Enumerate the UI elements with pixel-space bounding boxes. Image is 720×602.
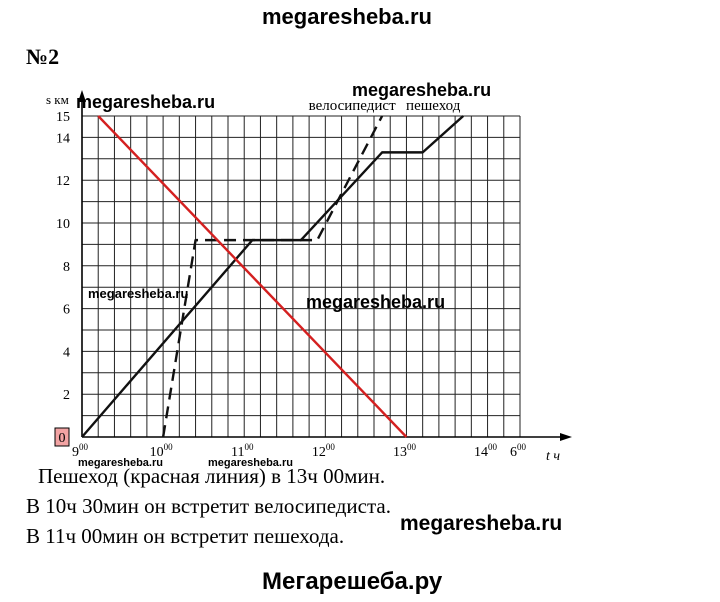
y-tick-label: 6 (63, 303, 70, 318)
y-axis-arrow (78, 90, 86, 102)
x-tick-label: 600 (510, 442, 527, 460)
x-tick-label: 1400 (474, 442, 498, 460)
watermark: megaresheba.ru (88, 286, 189, 301)
series-line-2 (97, 115, 408, 438)
y-tick-label: 14 (56, 131, 70, 146)
header-site-title: megaresheba.ru (262, 4, 432, 29)
series-line-0 (81, 115, 465, 438)
x-tick-label: 1100 (231, 442, 254, 460)
x-tick-label: 1300 (393, 442, 417, 460)
x-axis-arrow (560, 433, 572, 441)
watermark: megaresheba.ru (352, 80, 492, 100)
x-tick-label: 1000 (150, 442, 174, 460)
distance-time-chart: s км t ч 2 4 6 8 10 12 14 15 0 900 1000 1100 1200 1300 1… (46, 90, 572, 464)
problem-number: №2 (26, 44, 60, 69)
x-tick-label: 1200 (312, 442, 336, 460)
x-axis-label: t ч (546, 449, 560, 464)
answer-line-3: В 11ч 00мин он встретит пешехода. (26, 524, 345, 548)
footer-site-title: Мегарешеба.ру (262, 568, 443, 595)
series-line-1 (161, 115, 384, 438)
origin-label: 0 (59, 431, 66, 446)
watermark: megaresheba.ru (306, 292, 446, 312)
answer-line-1: Пешеход (красная линия) в 13ч 00мин. (38, 464, 386, 488)
y-axis-label: s км (46, 92, 69, 107)
watermark: megaresheba.ru (400, 512, 563, 535)
origin-box (54, 427, 70, 447)
watermark: megaresheba.ru (78, 457, 163, 469)
y-tick-label: 15 (56, 110, 70, 125)
series-label: пешеход (406, 98, 461, 114)
y-tick-label: 12 (56, 174, 70, 189)
y-tick-label: 10 (56, 217, 70, 232)
watermark: megaresheba.ru (208, 457, 293, 469)
watermark: megaresheba.ru (76, 92, 216, 112)
y-tick-label: 4 (63, 345, 70, 360)
series-label: велосипедист (309, 98, 397, 114)
x-tick-label: 900 (72, 442, 89, 460)
y-tick-label: 2 (63, 388, 70, 403)
answer-line-2: В 10ч 30мин он встретит велосипедиста. (26, 494, 391, 518)
y-tick-label: 8 (63, 260, 70, 275)
